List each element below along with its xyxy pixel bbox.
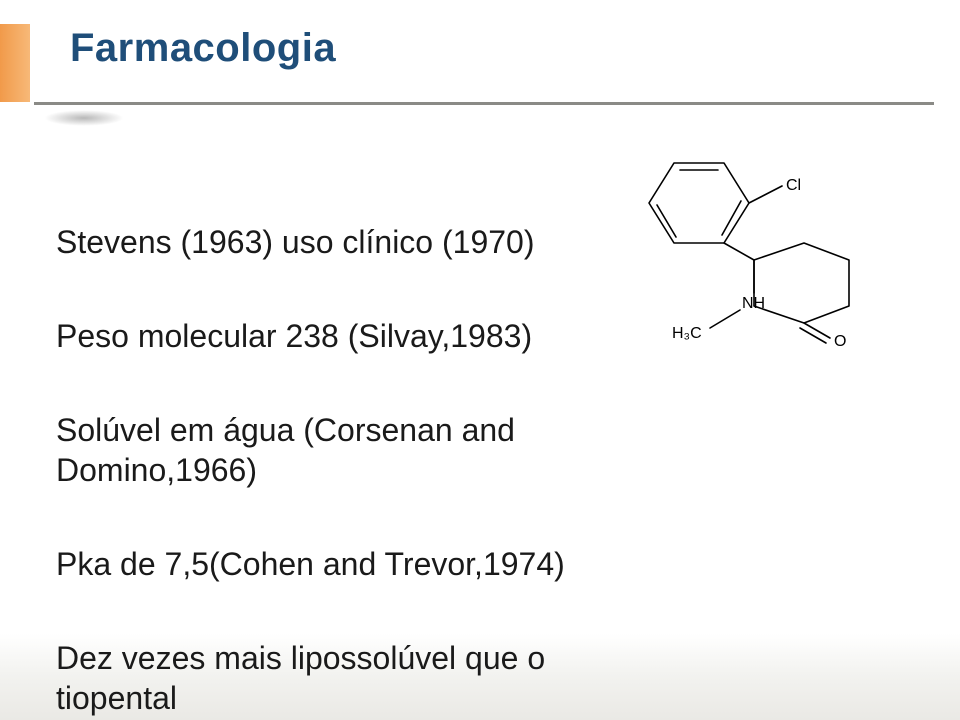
title-underline [34, 102, 934, 105]
bullet-item: Peso molecular 238 (Silvay,1983) [56, 316, 616, 356]
bullet-item: Pka de 7,5(Cohen and Trevor,1974) [56, 544, 616, 584]
ketamine-structure-icon: Cl O NH H₃C [614, 138, 924, 348]
slide: Farmacologia Stevens (1963) uso clínico … [0, 0, 960, 720]
chem-label-cl: Cl [786, 177, 801, 194]
chemical-structure: Cl O NH H₃C [614, 138, 924, 348]
accent-bar [0, 24, 30, 102]
bullet-item: Stevens (1963) uso clínico (1970) [56, 222, 616, 262]
bullet-list: Stevens (1963) uso clínico (1970) Peso m… [56, 222, 616, 720]
page-title: Farmacologia [70, 26, 336, 71]
chem-label-o: O [834, 333, 846, 348]
chem-label-h3c: H₃C [672, 325, 702, 342]
bullet-item: Solúvel em água (Corsenan and Domino,196… [56, 410, 616, 490]
bullet-item: Dez vezes mais lipossolúvel que o tiopen… [56, 638, 616, 718]
chem-label-nh: NH [742, 295, 765, 312]
title-shadow [44, 110, 124, 126]
